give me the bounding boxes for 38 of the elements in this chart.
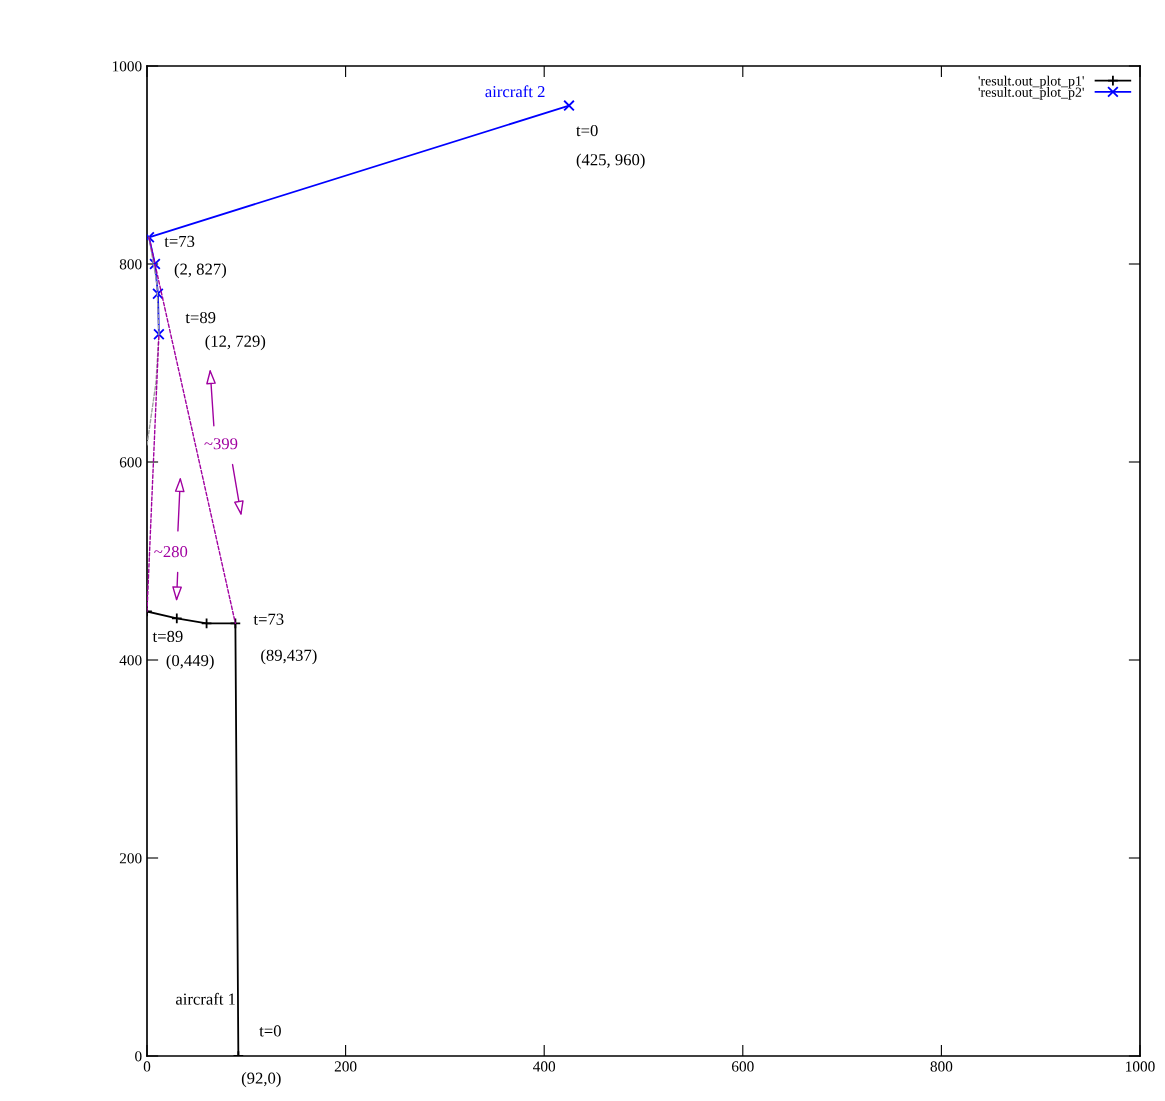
x-tick-label: 800 — [930, 1061, 953, 1072]
annotation: t=73 — [253, 613, 284, 625]
point — [171, 612, 183, 625]
annotation: ~280 — [154, 546, 188, 558]
annotation: (0,449) — [166, 654, 214, 670]
point — [153, 328, 165, 341]
annotation: (12, 729) — [205, 335, 266, 351]
x-tick-label: 400 — [533, 1061, 556, 1072]
legend-label: 'result.out_plot_p1' — [978, 75, 1084, 89]
annotation: t=89 — [185, 311, 216, 324]
line-series — [147, 236, 160, 446]
x-tick-label: 600 — [732, 1061, 754, 1072]
y-tick-label: 0 — [135, 1051, 142, 1062]
x-tick-label: 1000 — [1126, 1061, 1155, 1072]
y-tick-label: 1000 — [112, 61, 142, 72]
point — [200, 617, 213, 630]
annotation: t=0 — [576, 124, 598, 137]
y-tick-label: 400 — [119, 655, 142, 666]
annotation: (92,0) — [241, 1072, 281, 1088]
annotation: (425, 960) — [576, 153, 645, 169]
y-tick-label: 800 — [119, 259, 142, 270]
y-tick-label: 200 — [119, 853, 142, 864]
y-tick-label: 600 — [119, 457, 142, 468]
annotation: aircraft 1 — [175, 992, 235, 1005]
x-tick-label: 200 — [334, 1061, 357, 1072]
annotation: (89,437) — [261, 649, 317, 665]
legend-label: 'result.out_plot_p2' — [978, 87, 1084, 100]
annotation: t=89 — [152, 630, 183, 643]
annotation: t=73 — [164, 235, 195, 247]
point — [152, 287, 164, 300]
annotation: t=0 — [259, 1025, 281, 1037]
point — [563, 99, 575, 112]
annotation: ~399 — [204, 438, 238, 450]
x-tick-label: 0 — [143, 1061, 151, 1072]
point — [229, 617, 242, 630]
annotation: aircraft 2 — [485, 85, 545, 98]
point — [149, 258, 161, 270]
annotation: (2, 827) — [174, 263, 227, 279]
